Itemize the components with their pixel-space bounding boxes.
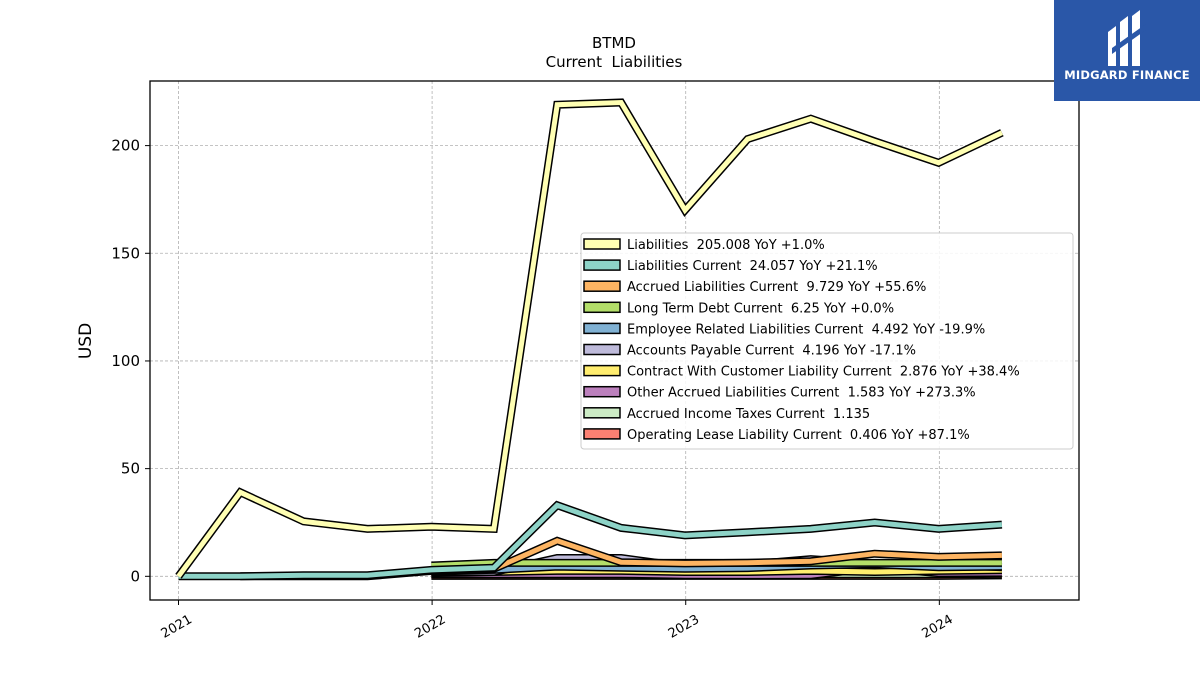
legend-swatch <box>583 407 621 419</box>
legend-label: Accrued Income Taxes Current 1.135 <box>627 407 870 422</box>
logo-text: MIDGARD FINANCE <box>1064 68 1190 82</box>
legend: Liabilities 205.008 YoY +1.0% Liabilities… <box>580 232 1074 450</box>
x-axis-ticks: 2021 2022 2023 2024 <box>159 600 956 642</box>
series-lines <box>175 98 1004 581</box>
legend-swatch <box>583 259 621 271</box>
x-tick-label: 2024 <box>920 612 956 642</box>
legend-swatch <box>583 280 621 292</box>
legend-label: Long Term Debt Current 6.25 YoY +0.0% <box>627 301 894 316</box>
chart-title: BTMD <box>592 34 636 52</box>
legend-label: Employee Related Liabilities Current 4.4… <box>627 322 985 337</box>
brand-logo: MIDGARD FINANCE <box>1054 0 1200 101</box>
legend-swatch <box>583 322 621 335</box>
legend-label: Liabilities Current 24.057 YoY +21.1% <box>627 259 878 274</box>
legend-label: Contract With Customer Liability Current… <box>627 365 1020 380</box>
x-tick-label: 2021 <box>159 612 195 642</box>
legend-swatch <box>583 428 621 440</box>
legend-box <box>580 232 1074 450</box>
legend-label: Other Accrued Liabilities Current 1.583 … <box>627 386 976 401</box>
series-line <box>178 502 1003 579</box>
y-tick-label: 150 <box>111 244 140 262</box>
legend-swatch <box>583 238 621 250</box>
y-axis-ticks: 0 50 100 150 200 <box>111 137 150 585</box>
legend-swatch <box>583 364 621 377</box>
legend-label: Liabilities 205.008 YoY +1.0% <box>627 238 825 253</box>
legend-swatch <box>583 301 621 314</box>
x-tick-label: 2023 <box>666 612 702 642</box>
legend-label: Accrued Liabilities Current 9.729 YoY +5… <box>627 280 926 295</box>
legend-label: Accounts Payable Current 4.196 YoY -17.1… <box>627 344 916 359</box>
series-line <box>176 99 1003 578</box>
x-tick-label: 2022 <box>412 612 448 642</box>
y-tick-label: 50 <box>121 460 140 478</box>
legend-swatch <box>583 385 621 398</box>
plot-frame <box>149 80 1080 601</box>
midgard-m-logo-icon <box>1108 10 1146 66</box>
y-tick-label: 200 <box>111 137 140 155</box>
y-tick-label: 0 <box>130 567 140 585</box>
legend-swatch <box>583 343 621 356</box>
legend-label: Operating Lease Liability Current 0.406 … <box>627 428 970 443</box>
grid-lines <box>150 81 1079 600</box>
y-axis-label: USD <box>76 323 96 359</box>
y-tick-label: 100 <box>111 352 140 370</box>
chart-subtitle: Current Liabilities <box>546 53 683 71</box>
